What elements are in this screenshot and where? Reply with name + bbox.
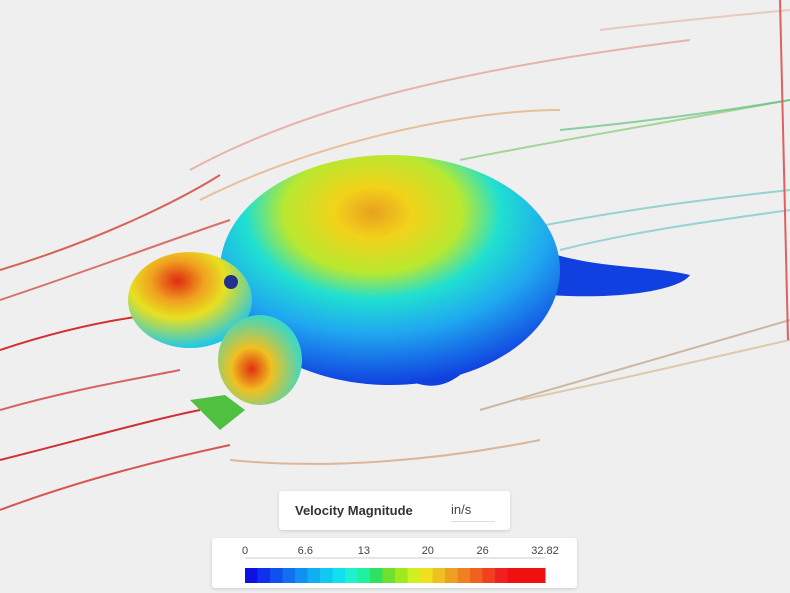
color-step: [320, 568, 333, 583]
color-step: [257, 568, 271, 583]
color-step: [270, 568, 283, 583]
color-step: [282, 568, 296, 583]
color-step: [532, 568, 546, 583]
model: [128, 155, 690, 430]
color-step: [245, 568, 258, 583]
tick-label: 20: [422, 545, 434, 557]
tick-label: 32.82: [531, 545, 559, 557]
tick-label: 0: [242, 545, 248, 557]
color-step: [470, 568, 483, 583]
color-step: [345, 568, 358, 583]
color-step: [357, 568, 371, 583]
color-step: [482, 568, 496, 583]
color-step: [395, 568, 408, 583]
color-step: [407, 568, 421, 583]
colorbar-panel: 0 6.6 13 20 26 32.82: [212, 538, 577, 588]
color-step: [520, 568, 533, 583]
color-step: [382, 568, 396, 583]
tick-label: 6.6: [298, 545, 313, 557]
colorbar: 0 6.6 13 20 26 32.82: [242, 545, 559, 583]
color-step: [495, 568, 508, 583]
color-step: [507, 568, 521, 583]
tick-label: 26: [477, 545, 489, 557]
domain-edge: [779, 0, 789, 341]
color-step: [332, 568, 346, 583]
unit-select[interactable]: in/s: [451, 502, 495, 522]
color-step: [445, 568, 458, 583]
streamlines: [0, 9, 790, 511]
color-step: [295, 568, 308, 583]
color-step: [370, 568, 383, 583]
color-step: [457, 568, 471, 583]
color-step: [307, 568, 321, 583]
color-step: [432, 568, 446, 583]
color-step: [420, 568, 433, 583]
legend-header: Velocity Magnitude in/s: [279, 491, 510, 530]
tick-label: 13: [358, 545, 370, 557]
legend-title: Velocity Magnitude: [295, 503, 413, 518]
